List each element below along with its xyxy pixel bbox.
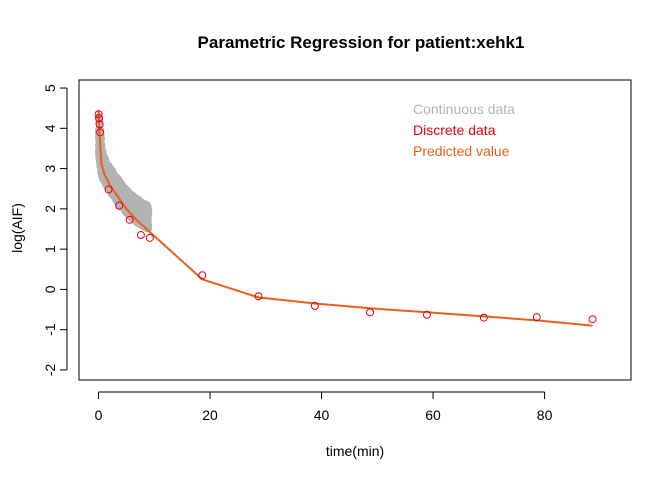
discrete-point: [422, 310, 431, 319]
discrete-point: [479, 313, 488, 322]
x-tick-label: 40: [314, 407, 330, 423]
discrete-point: [104, 185, 113, 194]
y-tick-label: 3: [42, 164, 58, 172]
y-tick-label: 2: [42, 205, 58, 213]
legend-continuous: Continuous data: [413, 101, 515, 117]
discrete-point: [94, 110, 103, 119]
plot-frame: [78, 79, 632, 381]
discrete-point: [254, 292, 263, 301]
discrete-data-layer: [94, 110, 597, 324]
discrete-point: [145, 233, 154, 242]
x-axis-label: time(min): [326, 443, 384, 459]
x-tick-label: 80: [537, 407, 553, 423]
x-tick-label: 0: [95, 407, 103, 423]
discrete-point: [198, 271, 207, 280]
discrete-point: [588, 315, 597, 324]
discrete-point: [310, 301, 319, 310]
predicted-value-line: [97, 110, 593, 327]
discrete-point: [532, 313, 541, 322]
y-tick-label: 5: [42, 84, 58, 92]
y-tick-label: 0: [42, 285, 58, 293]
continuous-point: [144, 207, 153, 215]
x-tick-label: 60: [425, 407, 441, 423]
continuous-point: [144, 220, 153, 229]
y-tick-label: 4: [42, 124, 58, 132]
discrete-point: [96, 128, 105, 137]
legend-predicted: Predicted value: [413, 143, 510, 159]
discrete-point: [95, 120, 104, 129]
continuous-point: [144, 209, 153, 218]
discrete-point: [125, 215, 134, 224]
predicted-value-layer: [97, 110, 593, 327]
x-tick-label: 20: [202, 407, 218, 423]
chart-title: Parametric Regression for patient:xehk1: [198, 33, 525, 52]
discrete-point: [115, 201, 124, 210]
y-axis-label: log(AIF): [9, 203, 25, 253]
discrete-point: [136, 231, 145, 240]
y-axis: -2 -1 0 1 2 3 4 5: [42, 84, 68, 376]
discrete-point: [366, 308, 375, 317]
legend-discrete: Discrete data: [413, 122, 496, 138]
y-tick-label: -1: [42, 323, 58, 336]
y-tick-label: 1: [42, 245, 58, 253]
x-axis: 0 20 40 60 80: [95, 391, 553, 423]
legend: Continuous data Discrete data Predicted …: [413, 101, 515, 159]
y-tick-label: -2: [42, 363, 58, 376]
discrete-point: [95, 114, 104, 123]
